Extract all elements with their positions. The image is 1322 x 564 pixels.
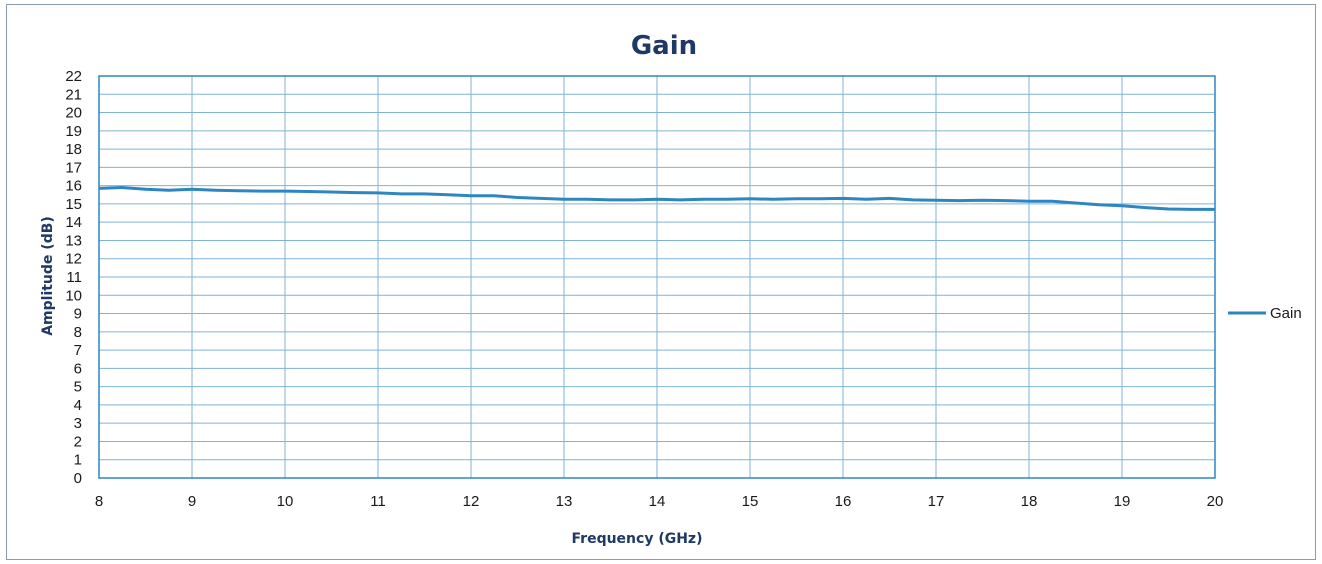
x-axis-label: Frequency (GHz): [572, 531, 703, 547]
y-tick-label: 19: [65, 123, 82, 140]
y-tick-label: 14: [65, 214, 82, 231]
x-axis-ticks: 8 9 10 11 12 13 14 15 16 17 18 19 20: [95, 493, 1224, 510]
y-tick-label: 10: [65, 287, 82, 304]
y-tick-label: 21: [65, 86, 82, 103]
x-tick-label: 19: [1114, 493, 1131, 510]
y-tick-label: 20: [65, 105, 82, 122]
x-tick-label: 9: [188, 493, 196, 510]
x-tick-label: 16: [835, 493, 852, 510]
y-tick-label: 3: [74, 415, 82, 432]
y-tick-label: 9: [74, 306, 82, 323]
grid-lines: [98, 75, 1216, 479]
y-axis-label: Amplitude (dB): [40, 216, 56, 336]
y-tick-label: 18: [65, 141, 82, 158]
legend: Gain: [1228, 305, 1302, 322]
y-tick-label: 16: [65, 178, 82, 195]
y-tick-label: 8: [74, 324, 82, 341]
y-tick-label: 11: [66, 269, 82, 286]
x-tick-label: 10: [277, 493, 294, 510]
x-tick-label: 11: [370, 493, 386, 510]
chart-frame: [6, 4, 1316, 560]
x-tick-label: 20: [1207, 493, 1224, 510]
legend-label-gain: Gain: [1270, 305, 1302, 322]
x-tick-label: 8: [95, 493, 103, 510]
y-tick-label: 5: [74, 379, 82, 396]
y-tick-label: 22: [65, 68, 82, 85]
y-tick-label: 15: [65, 196, 82, 213]
x-tick-label: 12: [463, 493, 480, 510]
x-tick-label: 18: [1021, 493, 1038, 510]
x-tick-label: 13: [556, 493, 573, 510]
chart-title: Gain: [631, 31, 697, 61]
y-tick-label: 2: [74, 433, 82, 450]
x-tick-label: 15: [742, 493, 759, 510]
y-tick-label: 12: [65, 251, 82, 268]
y-tick-label: 13: [65, 232, 82, 249]
series-line-gain: [98, 186, 1215, 211]
x-tick-label: 14: [649, 493, 666, 510]
plot-area: [98, 75, 1216, 479]
y-tick-label: 0: [74, 470, 82, 487]
y-tick-label: 6: [74, 360, 82, 377]
y-tick-label: 7: [74, 342, 82, 359]
x-tick-label: 17: [928, 493, 945, 510]
y-tick-label: 17: [65, 159, 82, 176]
y-tick-label: 1: [74, 452, 82, 469]
y-tick-label: 4: [74, 397, 82, 414]
